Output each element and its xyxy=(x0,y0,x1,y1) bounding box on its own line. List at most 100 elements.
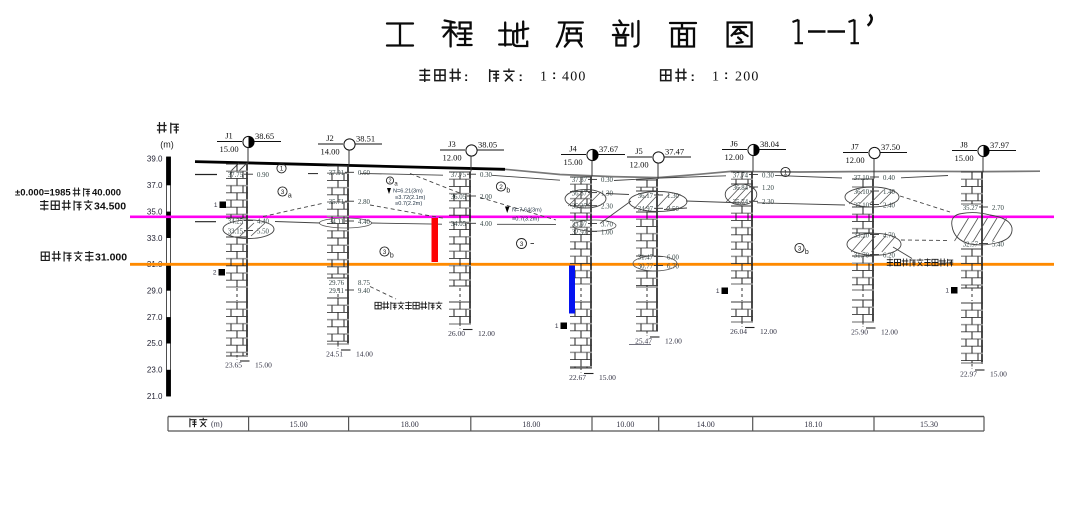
svg-text:37.47: 37.47 xyxy=(665,147,684,157)
svg-text:6.20: 6.20 xyxy=(883,252,895,259)
svg-text:37.67: 37.67 xyxy=(599,144,618,154)
svg-text:2.00: 2.00 xyxy=(480,194,492,201)
svg-text:15.00: 15.00 xyxy=(219,144,238,154)
svg-text:0.40: 0.40 xyxy=(883,175,895,182)
svg-text:0.30: 0.30 xyxy=(480,172,492,179)
svg-text:2.80: 2.80 xyxy=(358,199,370,206)
svg-text:15.00: 15.00 xyxy=(599,373,616,382)
svg-text:29.0: 29.0 xyxy=(147,287,163,296)
svg-text:J5: J5 xyxy=(635,146,643,156)
svg-text:≡3.72(2.1m): ≡3.72(2.1m) xyxy=(395,195,425,201)
svg-text:38.65: 38.65 xyxy=(255,131,274,141)
svg-text:37.91: 37.91 xyxy=(329,170,344,177)
svg-text:8.75: 8.75 xyxy=(358,280,370,287)
svg-text:10.00: 10.00 xyxy=(616,420,634,429)
svg-text:4.70: 4.70 xyxy=(883,232,895,239)
svg-text:37.37: 37.37 xyxy=(572,177,588,184)
svg-text:29.11: 29.11 xyxy=(329,288,344,295)
svg-text:39.0: 39.0 xyxy=(147,155,163,164)
svg-text:1: 1 xyxy=(214,202,218,209)
svg-text:34.97: 34.97 xyxy=(638,206,654,213)
svg-text:33.20: 33.20 xyxy=(854,232,870,239)
svg-text:≡0.7(3.2m): ≡0.7(3.2m) xyxy=(512,217,539,223)
svg-text:37.97: 37.97 xyxy=(990,140,1009,150)
svg-text:6.00: 6.00 xyxy=(667,254,679,261)
svg-text:0.90: 0.90 xyxy=(257,172,269,179)
svg-text:38.51: 38.51 xyxy=(356,134,375,144)
svg-text:18.00: 18.00 xyxy=(522,420,540,429)
svg-text:14.00: 14.00 xyxy=(356,350,373,359)
svg-text:b: b xyxy=(506,188,510,195)
svg-text:36.10: 36.10 xyxy=(854,189,870,196)
svg-text::: : xyxy=(691,69,695,84)
svg-text:15.00: 15.00 xyxy=(990,370,1007,379)
svg-text:29.76: 29.76 xyxy=(329,280,345,287)
svg-text:30.77: 30.77 xyxy=(638,263,654,270)
svg-text:(m): (m) xyxy=(211,420,223,429)
svg-text:4.00: 4.00 xyxy=(480,221,492,228)
svg-text:2.30: 2.30 xyxy=(601,204,613,211)
svg-text:5.50: 5.50 xyxy=(257,228,269,235)
svg-text:J6: J6 xyxy=(730,139,738,149)
svg-text:23.0: 23.0 xyxy=(147,366,163,375)
svg-text:1.30: 1.30 xyxy=(667,193,679,200)
svg-text:18.00: 18.00 xyxy=(401,420,419,429)
svg-text:1: 1 xyxy=(716,288,720,295)
svg-text:0.30: 0.30 xyxy=(601,177,613,184)
svg-text:35.37: 35.37 xyxy=(572,204,588,211)
svg-text:2.30: 2.30 xyxy=(762,199,774,206)
svg-text:3: 3 xyxy=(281,189,285,196)
svg-text:12.00: 12.00 xyxy=(724,152,743,162)
svg-text:40.000: 40.000 xyxy=(92,188,121,199)
svg-text:J2: J2 xyxy=(326,133,334,143)
svg-text:4.40: 4.40 xyxy=(358,219,370,226)
svg-text:37.50: 37.50 xyxy=(881,142,900,152)
svg-text:J4: J4 xyxy=(569,144,577,154)
svg-text:12.00: 12.00 xyxy=(665,337,682,346)
svg-text:b: b xyxy=(805,249,809,256)
svg-text:33.0: 33.0 xyxy=(147,234,163,243)
svg-text:36.37: 36.37 xyxy=(572,190,588,197)
svg-text:14.00: 14.00 xyxy=(697,420,715,429)
svg-text:32.97: 32.97 xyxy=(572,229,588,236)
svg-text:12.00: 12.00 xyxy=(478,329,495,338)
svg-text:5.40: 5.40 xyxy=(992,241,1004,248)
svg-text:22.97: 22.97 xyxy=(960,370,977,379)
svg-text:15.00: 15.00 xyxy=(255,361,272,370)
svg-text::: : xyxy=(519,69,523,84)
svg-text:12.00: 12.00 xyxy=(881,328,898,337)
svg-text::: : xyxy=(552,67,556,82)
svg-text:N=7.64(3m): N=7.64(3m) xyxy=(512,208,542,214)
svg-text:35.27: 35.27 xyxy=(963,205,979,212)
svg-text:24.51: 24.51 xyxy=(326,350,343,359)
svg-text:32.57: 32.57 xyxy=(963,241,979,248)
svg-text::: : xyxy=(464,69,468,84)
svg-text:2: 2 xyxy=(213,269,217,276)
svg-text:9.40: 9.40 xyxy=(358,288,370,295)
svg-text:(m): (m) xyxy=(160,140,174,150)
svg-text:2.40: 2.40 xyxy=(883,202,895,209)
svg-text:37.0: 37.0 xyxy=(147,181,163,190)
svg-text:200: 200 xyxy=(735,70,760,85)
svg-text:±0.000=1985: ±0.000=1985 xyxy=(15,188,71,199)
svg-text:6.70: 6.70 xyxy=(667,263,679,270)
svg-text:J1: J1 xyxy=(225,131,233,141)
svg-text:31.70: 31.70 xyxy=(854,252,870,259)
svg-text:15.00: 15.00 xyxy=(954,153,973,163)
svg-text:J8: J8 xyxy=(960,140,968,150)
svg-text:1.20: 1.20 xyxy=(762,185,774,192)
svg-text:a: a xyxy=(394,182,398,188)
svg-text:15.00: 15.00 xyxy=(563,157,582,167)
svg-text:21.0: 21.0 xyxy=(147,392,163,401)
svg-text:25.47: 25.47 xyxy=(635,337,652,346)
svg-text:34.11: 34.11 xyxy=(329,219,344,226)
svg-text:37.75: 37.75 xyxy=(228,172,244,179)
svg-text:34.25: 34.25 xyxy=(228,218,244,225)
svg-text:≡0.7(2.2m): ≡0.7(2.2m) xyxy=(395,201,422,207)
svg-text:15.30: 15.30 xyxy=(920,420,938,429)
svg-text:3: 3 xyxy=(383,249,387,256)
svg-text:27.0: 27.0 xyxy=(147,313,163,322)
svg-text:37.74: 37.74 xyxy=(733,172,749,179)
svg-text:31.000: 31.000 xyxy=(95,252,127,264)
svg-text:12.00: 12.00 xyxy=(845,155,864,165)
